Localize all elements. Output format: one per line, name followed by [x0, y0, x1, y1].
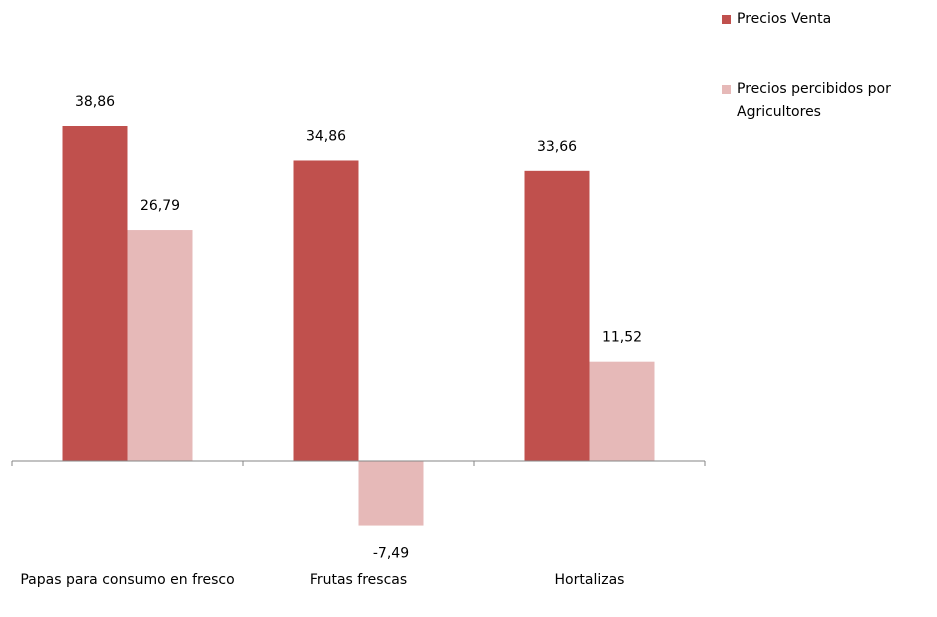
- value-label: 34,86: [306, 128, 346, 144]
- bar: [524, 170, 590, 462]
- value-label: 33,66: [537, 139, 577, 155]
- value-label: 11,52: [602, 330, 642, 346]
- legend-swatch: [722, 15, 731, 24]
- bar: [127, 230, 193, 461]
- legend-label: Precios percibidos por Agricultores: [737, 81, 891, 120]
- legend-swatch: [722, 85, 731, 94]
- x-tick-label: Frutas frescas: [309, 572, 408, 588]
- bar: [589, 361, 655, 461]
- value-label: 26,79: [140, 198, 180, 214]
- value-label: 38,86: [75, 94, 115, 110]
- bar: [358, 461, 424, 526]
- x-tick-label: Papas para consumo en fresco: [20, 572, 235, 588]
- bar: [62, 126, 128, 461]
- legend-label: Precios Venta: [737, 11, 832, 27]
- legend-item: Precios percibidos por Agricultores: [722, 78, 932, 124]
- value-label: -7,49: [373, 546, 409, 562]
- bar: [293, 160, 359, 461]
- legend-item: Precios Venta: [722, 8, 932, 31]
- x-tick-label: Hortalizas: [554, 572, 625, 588]
